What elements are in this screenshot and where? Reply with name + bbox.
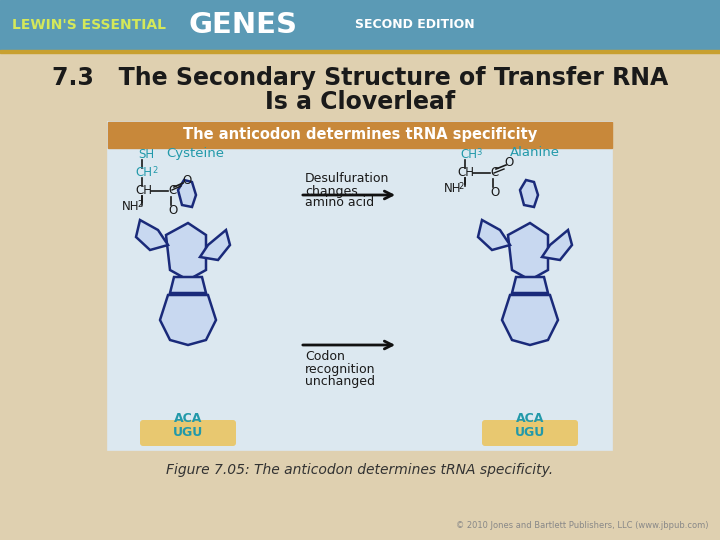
- Polygon shape: [512, 277, 548, 293]
- Bar: [0, 0, 720, 50]
- Text: ACA: ACA: [174, 411, 202, 424]
- Polygon shape: [502, 295, 558, 345]
- Text: LEWIN'S ESSENTIAL: LEWIN'S ESSENTIAL: [12, 18, 166, 32]
- Text: O: O: [168, 205, 177, 218]
- Polygon shape: [160, 295, 216, 345]
- Bar: [108, 122, 612, 450]
- Bar: [0, 50, 720, 53]
- Text: 2: 2: [137, 200, 143, 209]
- Text: Alanine: Alanine: [510, 146, 560, 159]
- Polygon shape: [520, 180, 538, 207]
- Text: O: O: [504, 157, 513, 170]
- Polygon shape: [170, 277, 206, 293]
- Text: O: O: [490, 186, 499, 199]
- FancyBboxPatch shape: [140, 420, 236, 446]
- Text: C: C: [168, 185, 176, 198]
- Text: UGU: UGU: [173, 427, 203, 440]
- Bar: [108, 122, 612, 148]
- Text: Is a Cloverleaf: Is a Cloverleaf: [265, 90, 455, 114]
- Text: The anticodon determines tRNA specificity: The anticodon determines tRNA specificit…: [183, 127, 537, 143]
- Text: Figure 7.05: The anticodon determines tRNA specificity.: Figure 7.05: The anticodon determines tR…: [166, 463, 554, 477]
- Polygon shape: [508, 223, 548, 280]
- Text: © 2010 Jones and Bartlett Publishers, LLC (www.jbpub.com): © 2010 Jones and Bartlett Publishers, LL…: [456, 522, 708, 530]
- Text: Desulfuration: Desulfuration: [305, 172, 390, 186]
- Text: UGU: UGU: [515, 427, 545, 440]
- Text: Codon: Codon: [305, 350, 345, 363]
- Text: SH: SH: [138, 148, 154, 161]
- Text: NH: NH: [444, 183, 462, 195]
- Text: changes: changes: [305, 185, 358, 198]
- Text: unchanged: unchanged: [305, 375, 375, 388]
- FancyBboxPatch shape: [482, 420, 578, 446]
- Polygon shape: [178, 180, 196, 207]
- Text: O: O: [182, 173, 192, 186]
- Polygon shape: [136, 220, 168, 250]
- Text: C: C: [490, 166, 498, 179]
- Text: CH: CH: [135, 185, 152, 198]
- Text: 2: 2: [152, 166, 157, 175]
- Text: GENES: GENES: [188, 11, 297, 39]
- Text: amino acid: amino acid: [305, 197, 374, 210]
- Text: 3: 3: [476, 148, 482, 157]
- Polygon shape: [542, 230, 572, 260]
- Polygon shape: [200, 230, 230, 260]
- Text: NH: NH: [122, 200, 140, 213]
- Text: CH: CH: [460, 148, 477, 161]
- Polygon shape: [478, 220, 510, 250]
- Text: Cysteine: Cysteine: [166, 146, 224, 159]
- Polygon shape: [166, 223, 206, 280]
- Text: CH: CH: [135, 166, 152, 179]
- Text: 7.3   The Secondary Structure of Transfer RNA: 7.3 The Secondary Structure of Transfer …: [52, 66, 668, 90]
- Text: recognition: recognition: [305, 362, 376, 375]
- Text: SECOND EDITION: SECOND EDITION: [355, 18, 474, 31]
- Text: ACA: ACA: [516, 411, 544, 424]
- Text: CH: CH: [457, 166, 474, 179]
- Text: 2: 2: [458, 182, 463, 191]
